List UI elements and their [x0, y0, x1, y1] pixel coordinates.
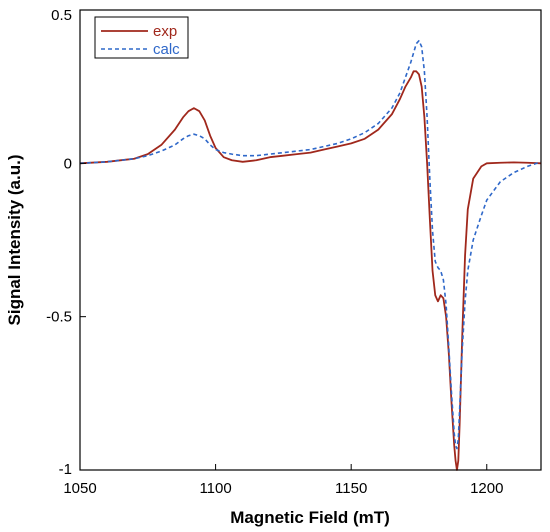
y-tick-label: 0 — [64, 155, 72, 172]
series-line-calc — [79, 39, 542, 450]
legend: exp calc — [94, 16, 189, 59]
y-tick-label: -0.5 — [46, 309, 72, 326]
x-tick-label: 1200 — [470, 480, 503, 497]
plot-background — [80, 10, 541, 470]
legend-box — [94, 16, 189, 59]
plot-frame — [79, 9, 542, 471]
legend-label-exp: exp — [153, 23, 177, 40]
ticks-layer: 1050 1100 1150 1200 0.5 0 -0.5 -1 — [46, 7, 503, 497]
y-tick-label: 0.5 — [51, 7, 72, 24]
legend-label-calc: calc — [153, 41, 180, 58]
x-tick-label: 1150 — [335, 480, 367, 497]
x-tick-label: 1100 — [199, 480, 231, 497]
y-tick-label: -1 — [59, 461, 72, 478]
x-axis-title: Magnetic Field (mT) — [230, 508, 390, 527]
series-layer — [79, 39, 542, 471]
x-tick-label: 1050 — [63, 480, 96, 497]
y-axis-title: Signal Intensity (a.u.) — [5, 155, 24, 326]
